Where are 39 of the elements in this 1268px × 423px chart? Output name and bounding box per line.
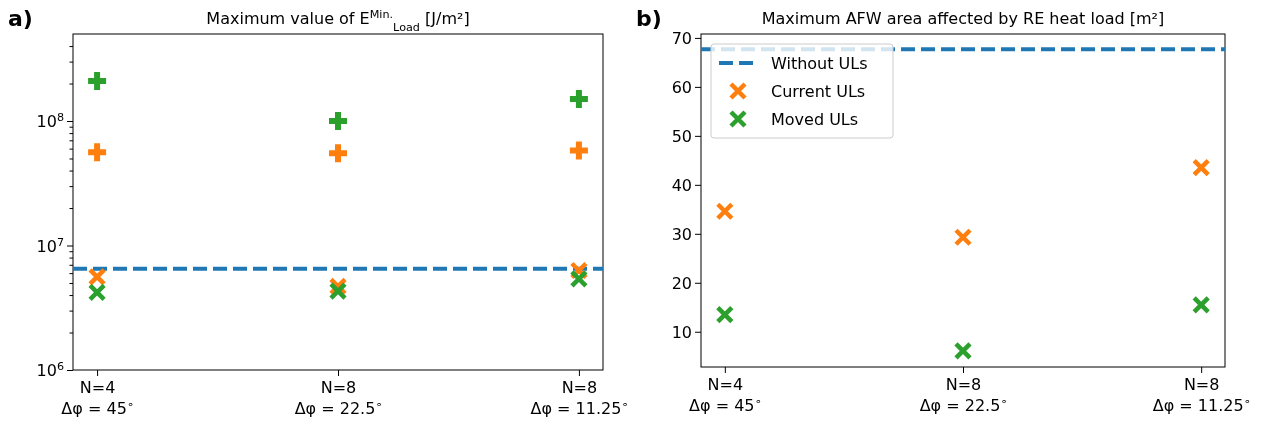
point	[569, 269, 589, 289]
point	[569, 141, 588, 160]
x-tick-label: N=4 Δφ = 45$^{∘}$	[689, 375, 762, 416]
point	[715, 305, 735, 324]
y-tick-label: 10$^{6}$	[36, 359, 64, 381]
point	[87, 283, 107, 302]
point	[329, 144, 347, 163]
point	[953, 227, 973, 247]
point	[88, 143, 107, 162]
y-tick-label: 50	[671, 126, 692, 146]
point	[1191, 158, 1211, 177]
text: b)	[636, 6, 662, 31]
y-tick-label: 70	[671, 29, 692, 49]
y-tick-label: 10$^{8}$	[36, 110, 64, 132]
y-tick-label: 40	[671, 175, 692, 195]
point	[329, 112, 347, 131]
legend-label: Moved ULs	[771, 109, 859, 129]
y-tick-label: 20	[671, 273, 692, 293]
point	[87, 267, 107, 287]
y-tick-label: 60	[671, 77, 692, 97]
legend-label: Current ULs	[771, 81, 866, 101]
text: a)	[8, 6, 33, 31]
x-tick-label: N=8 Δφ = 11.25$^{∘}$	[530, 378, 629, 419]
point	[953, 341, 973, 361]
chart-title: Maximum AFW area affected by RE heat load [m²]	[761, 9, 1165, 28]
point	[715, 202, 735, 221]
x-tick-label: N=4 Δφ = 45$^{∘}$	[61, 378, 134, 419]
ref-line-label: Without ULs	[771, 53, 868, 73]
point	[88, 71, 107, 90]
x-tick-label: N=8 Δφ = 22.5$^{∘}$	[294, 378, 383, 419]
point	[569, 90, 588, 109]
y-tick-label: 30	[671, 224, 692, 244]
x-tick-label: N=8 Δφ = 22.5$^{∘}$	[919, 375, 1008, 416]
point	[328, 281, 348, 301]
x-tick-label: N=8 Δφ = 11.25$^{∘}$	[1152, 375, 1251, 416]
chart-title: Maximum value of E$^{Min.}$$_{Load}$ [J/m²]	[206, 7, 470, 34]
y-tick-label: 10	[671, 322, 692, 342]
point	[1191, 295, 1211, 315]
y-tick-label: 10$^{7}$	[36, 235, 64, 256]
